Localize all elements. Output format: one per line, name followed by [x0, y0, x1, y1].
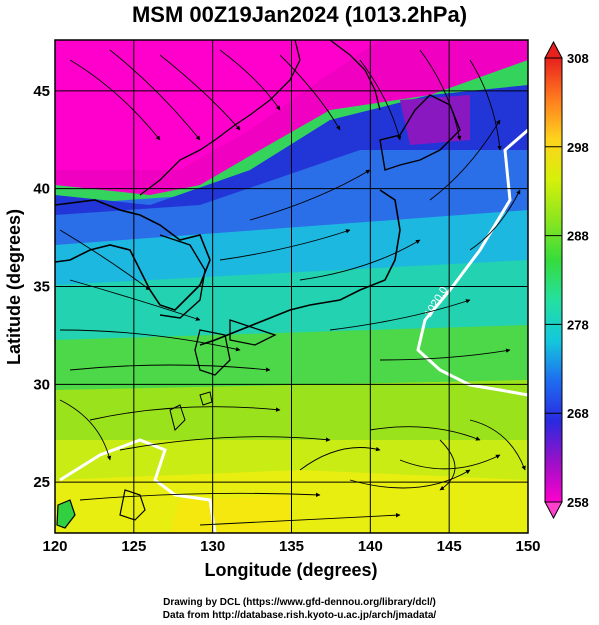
x-axis-title: Longitude (degrees) [204, 560, 377, 580]
y-tick-label: 40 [33, 181, 50, 198]
x-tick-label: 130 [200, 538, 225, 555]
x-tick-labels: 120 125 130 135 140 145 150 [42, 538, 540, 555]
colorbar-tick-label: 258 [567, 495, 589, 510]
x-tick-label: 145 [437, 538, 462, 555]
footer-credit-data: Data from http://database.rish.kyoto-u.a… [162, 610, 437, 621]
x-tick-label: 140 [358, 538, 383, 555]
footer-credit-drawing: Drawing by DCL (https://www.gfd-dennou.o… [163, 597, 436, 608]
wind-streamlines [59, 49, 526, 526]
map-title: MSM 00Z19Jan2024 (1013.2hPa) [131, 2, 468, 27]
colorbar: 258 268 278 288 298 308 [544, 40, 589, 520]
colorbar-min-arrow [544, 501, 563, 520]
y-tick-label: 30 [33, 376, 50, 393]
colorbar-max-arrow [544, 40, 563, 59]
colorbar-tick-label: 278 [567, 317, 589, 332]
y-axis-title: Latitude (degrees) [4, 209, 24, 365]
y-tick-labels: 25 30 35 40 45 [33, 83, 50, 491]
x-tick-label: 125 [121, 538, 146, 555]
colorbar-tick-label: 288 [567, 229, 589, 244]
colorbar-tick-labels: 258 268 278 288 298 308 [545, 51, 589, 510]
y-tick-label: 45 [33, 83, 50, 100]
y-tick-label: 35 [33, 279, 50, 296]
colorbar-tick-label: 298 [567, 140, 589, 155]
x-tick-label: 135 [279, 538, 304, 555]
colorbar-tick-label: 308 [567, 51, 589, 66]
lat-lon-grid [55, 40, 528, 533]
colorbar-tick-label: 268 [567, 406, 589, 421]
x-tick-label: 120 [42, 538, 67, 555]
y-tick-label: 25 [33, 474, 50, 491]
plot-frame [54, 39, 529, 534]
x-tick-label: 150 [515, 538, 540, 555]
